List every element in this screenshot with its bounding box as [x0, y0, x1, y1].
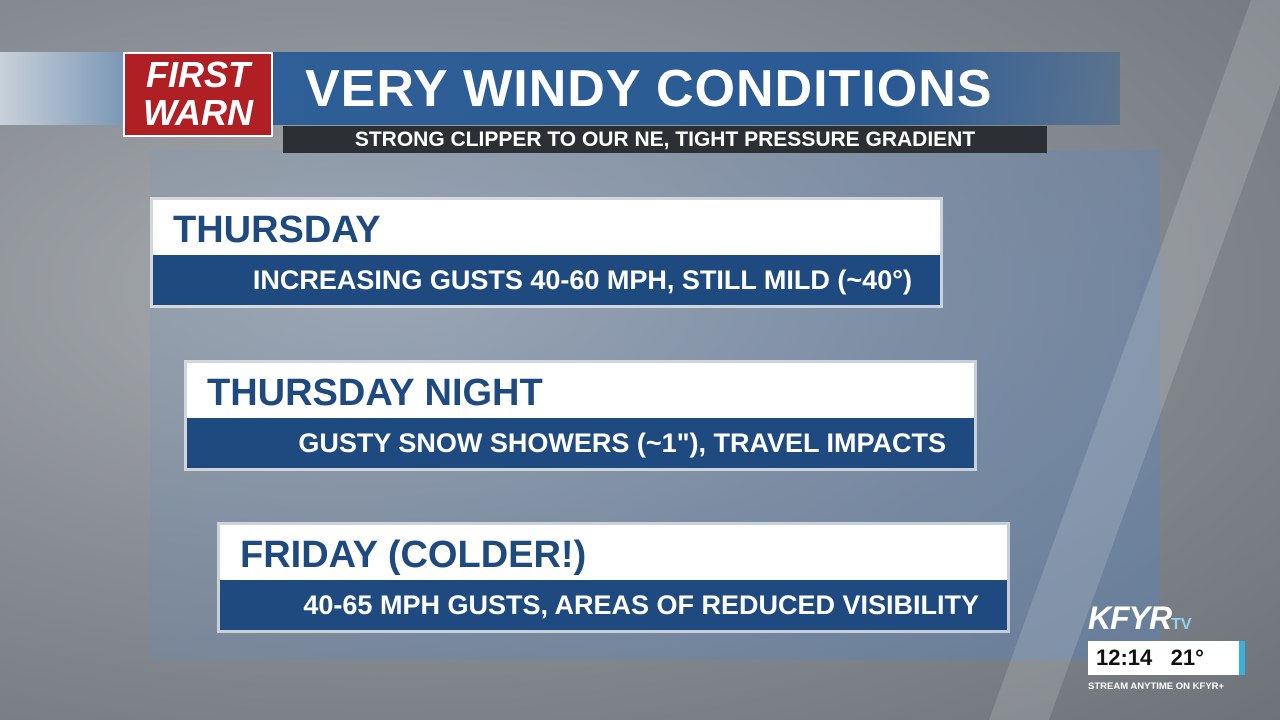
temperature: 21°	[1170, 645, 1204, 670]
tagline: STREAM ANYTIME ON KFYR+	[1088, 681, 1225, 692]
subtitle: STRONG CLIPPER TO OUR NE, TIGHT PRESSURE…	[283, 126, 1047, 153]
station-tv: TV	[1171, 616, 1192, 633]
panel: THURSDAY INCREASING GUSTS 40-60 MPH, STI…	[153, 200, 940, 305]
panel-heading: THURSDAY	[153, 200, 940, 255]
panel: THURSDAY NIGHT GUSTY SNOW SHOWERS (~1"),…	[187, 363, 974, 468]
panel-heading: THURSDAY NIGHT	[187, 363, 974, 418]
panel: FRIDAY (COLDER!) 40-65 MPH GUSTS, AREAS …	[220, 525, 1007, 630]
logo-line: WARN	[143, 92, 253, 133]
title: VERY WINDY CONDITIONS	[305, 60, 993, 118]
time: 12:14	[1096, 645, 1153, 670]
logo-line: FIRST	[146, 54, 250, 95]
panel-detail: 40-65 MPH GUSTS, AREAS OF REDUCED VISIBI…	[220, 580, 1007, 630]
station-name: KFYR	[1088, 600, 1172, 636]
panel-detail: GUSTY SNOW SHOWERS (~1"), TRAVEL IMPACTS	[187, 418, 974, 468]
panel-detail: INCREASING GUSTS 40-60 MPH, STILL MILD (…	[153, 255, 940, 305]
panel-heading: FRIDAY (COLDER!)	[220, 525, 1007, 580]
clock: 12:14 21°	[1088, 641, 1245, 675]
logo: FIRST WARN	[123, 52, 273, 137]
station-logo: KFYRTV	[1088, 600, 1245, 637]
station-bug: KFYRTV 12:14 21° STREAM ANYTIME ON KFYR+	[1088, 600, 1245, 692]
